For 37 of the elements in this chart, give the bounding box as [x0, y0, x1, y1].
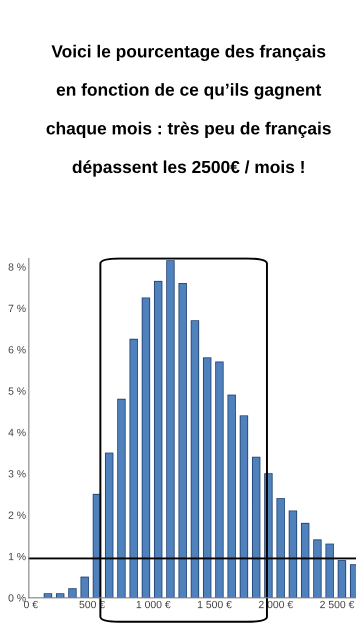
bar [190, 320, 200, 598]
bar [178, 282, 187, 598]
bar [300, 522, 310, 598]
y-tick-label: 3 % [8, 470, 26, 478]
bar [142, 297, 150, 598]
bar [56, 593, 64, 598]
y-tick-label: 1 % [8, 552, 26, 560]
bar [104, 452, 114, 598]
bar [276, 498, 285, 598]
y-tick-label: 6 % [8, 346, 26, 354]
bar [68, 588, 77, 598]
bar [80, 576, 89, 598]
bar [240, 415, 248, 598]
x-tick-label: 0 € [24, 600, 38, 608]
bar [129, 338, 138, 598]
y-tick-label: 2 % [8, 512, 26, 519]
x-tick-label: 1 500 € [198, 600, 232, 608]
y-tick-label: 0 % [8, 594, 26, 602]
bar [215, 362, 224, 598]
bar [166, 260, 175, 598]
y-tick-label: 5 % [8, 387, 26, 395]
bar [117, 398, 126, 598]
bar [325, 544, 334, 598]
bar [154, 280, 162, 598]
y-tick-label: 8 % [8, 263, 26, 271]
y-tick-label: 7 % [8, 304, 26, 312]
bar [288, 510, 298, 598]
bar [202, 357, 212, 598]
chart-title: Voici le pourcentage des français en fonction de ce qu’ils gagnent chaque mois : très peu de français dépassent les 2500€ / mois ! [46, 44, 331, 177]
y-tick-label: 4 % [8, 428, 26, 436]
bar [313, 539, 322, 598]
bar [252, 456, 260, 598]
bar [227, 394, 236, 598]
x-tick-label: 1 000 € [136, 600, 171, 608]
x-tick-label: 2 500 € [320, 600, 354, 608]
bar [338, 560, 346, 598]
bar [44, 593, 52, 598]
